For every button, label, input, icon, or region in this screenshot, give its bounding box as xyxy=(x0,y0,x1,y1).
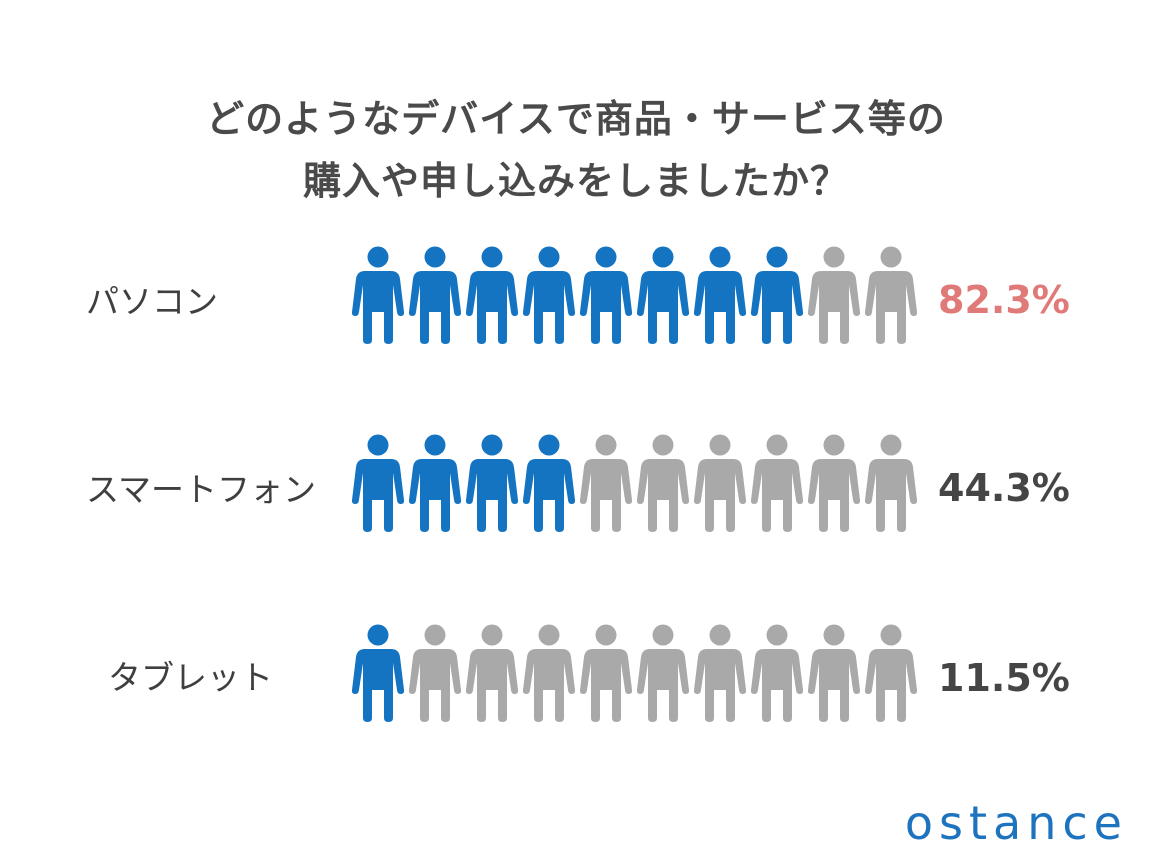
person-icon-smartphone-6 xyxy=(636,434,690,532)
person-icon-smartphone-7 xyxy=(693,434,747,532)
person-icon-smartphone-8 xyxy=(750,434,804,532)
person-icon-pc-8 xyxy=(750,246,804,344)
person-icon-pc-1 xyxy=(351,246,405,344)
person-icon-smartphone-2 xyxy=(408,434,462,532)
person-icon-pc-7 xyxy=(693,246,747,344)
person-icon-tablet-1 xyxy=(351,624,405,722)
person-icon-tablet-5 xyxy=(579,624,633,722)
value-label-smartphone: 44.3% xyxy=(938,466,1070,510)
category-label-smartphone: スマートフォン xyxy=(86,470,317,509)
person-icon-pc-3 xyxy=(465,246,519,344)
person-icon-pc-10 xyxy=(864,246,918,344)
person-icon-smartphone-10 xyxy=(864,434,918,532)
ostance-logo: ostance xyxy=(904,796,1128,850)
person-icon-pc-6 xyxy=(636,246,690,344)
person-icon-smartphone-4 xyxy=(522,434,576,532)
person-icon-tablet-3 xyxy=(465,624,519,722)
person-icon-pc-4 xyxy=(522,246,576,344)
person-icon-pc-5 xyxy=(579,246,633,344)
person-icon-smartphone-5 xyxy=(579,434,633,532)
person-icon-tablet-2 xyxy=(408,624,462,722)
person-icon-pc-2 xyxy=(408,246,462,344)
person-icon-smartphone-9 xyxy=(807,434,861,532)
category-label-pc: パソコン xyxy=(86,282,218,321)
person-icon-tablet-8 xyxy=(750,624,804,722)
person-icon-pc-9 xyxy=(807,246,861,344)
person-icon-tablet-7 xyxy=(693,624,747,722)
person-icon-tablet-10 xyxy=(864,624,918,722)
person-icon-tablet-6 xyxy=(636,624,690,722)
chart-title-line-2: 購入や申し込みをしましたか？ xyxy=(302,159,849,203)
person-icon-tablet-4 xyxy=(522,624,576,722)
chart-title-line-1: どのようなデバイスで商品・サービス等の xyxy=(206,97,946,141)
value-label-tablet: 11.5% xyxy=(938,656,1070,700)
value-label-pc: 82.3% xyxy=(938,278,1070,322)
person-icon-tablet-9 xyxy=(807,624,861,722)
category-label-tablet: タブレット xyxy=(108,658,273,697)
person-icon-smartphone-3 xyxy=(465,434,519,532)
person-icon-smartphone-1 xyxy=(351,434,405,532)
